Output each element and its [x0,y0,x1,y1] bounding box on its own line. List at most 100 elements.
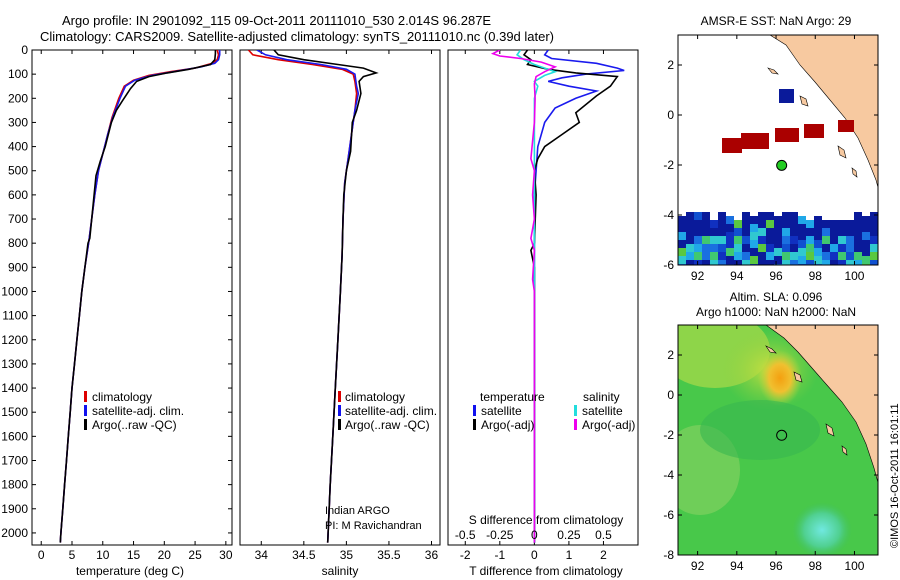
depth-tick-label: 1000 [1,284,28,298]
sst-pixel [702,228,710,236]
sst-pixel [782,212,790,220]
sst-pixel [790,252,798,260]
sst-pixel [702,220,710,228]
sst-pixel [862,224,870,232]
sipura-island [851,167,858,178]
map-lat-label: -6 [663,258,674,272]
sst-pixel [678,256,686,264]
map-lon-label: 100 [844,269,864,283]
map-lon-label: 92 [691,269,705,283]
salinity-xlabel: salinity [322,564,359,578]
x-tick-label: -1 [494,548,505,562]
map-lon-label: 94 [730,559,744,573]
x-tick-label: 25 [188,548,202,562]
sst-pixel [774,232,782,240]
sst-pixel [694,220,702,228]
sst-pixel [814,232,822,240]
sumatra-land [765,325,878,484]
sst-pixel [742,252,750,260]
difference-panel: -2 -1 0 1 2 S difference from climatology -0… [447,49,639,578]
sst-pixel [870,236,878,244]
x-tick-label: 0 [38,548,45,562]
sst-pixel [702,244,710,252]
sst-pixel [814,248,822,256]
sst-pixel [830,220,838,228]
sst-pixel [838,228,846,236]
sst-pixel [758,260,766,265]
sst-pixel [678,248,686,256]
legend-swatch-satellite [338,405,341,416]
map-lon-label: 92 [691,559,705,573]
sst-map: AMSR-E SST: NaN Argo: 29 92 94 96 98 100 -6 -4… [663,14,879,283]
sst-pixel [718,220,726,228]
s-tick-label: 0.25 [557,528,581,542]
sst-pixel [782,220,790,228]
sst-pixel [854,220,862,228]
sst-pixel [806,260,814,265]
legend-title-salinity: salinity [583,390,620,404]
legend-title-temperature: temperature [480,390,545,404]
sst-pixel [854,260,862,265]
sst-pixel [846,236,854,244]
pi-annotation-line1: Indian ARGO [325,505,390,517]
sst-pixel [702,236,710,244]
sst-pixel [798,224,806,232]
sst-pixel [838,220,846,228]
depth-tick-label: 500 [8,164,28,178]
sst-pixel [774,248,782,256]
sst-pixel [766,220,774,228]
series-line-s-argo-adj- [490,50,558,543]
sst-map-axes: 92 94 96 98 100 -6 -4 -2 0 2 [663,35,878,283]
sst-pixel [702,260,710,265]
sst-pixel [710,244,718,252]
sst-pixel [750,224,758,232]
sst-pixel [846,260,854,265]
sst-pixel [750,248,758,256]
sst-pixel [718,212,726,220]
sst-pixel [686,212,694,220]
sst-pixel [694,212,702,220]
temperature-plot-frame [31,49,233,546]
sst-pixel [758,244,766,252]
title-line-2: Climatology: CARS2009. Satellite-adjuste… [40,29,555,44]
map-lon-label: 98 [809,269,823,283]
legend-swatch-satellite [84,405,87,416]
map-lon-label: 98 [809,559,823,573]
sst-pixel [846,244,854,252]
sst-pixel [822,252,830,260]
sst-pixel [775,128,799,142]
x-tick-label: 2 [600,548,607,562]
legend-label-s-argo: Argo(-adj) [582,418,635,432]
sst-pixel [806,228,814,236]
depth-tick-label: 1200 [1,333,28,347]
sst-pixel [782,228,790,236]
sla-anomaly-cyan [792,502,852,555]
x-tick-label: 36 [425,548,439,562]
legend-swatch-t-satellite [473,405,476,416]
sst-pixel [694,244,702,252]
pi-annotation-line2: PI: M Ravichandran [325,520,422,532]
sst-pixel [790,220,798,228]
sst-pixel [718,236,726,244]
sst-pixel [798,248,806,256]
depth-tick-label: 900 [8,260,28,274]
depth-tick-label: 1500 [1,405,28,419]
sst-pixel [710,220,718,228]
sla-anomaly-orange [758,350,802,406]
depth-tick-label: 600 [8,188,28,202]
sipura-island [841,445,848,456]
sst-pixel [758,220,766,228]
map-lat-label: 0 [667,108,674,122]
sst-pixel [870,260,878,265]
sst-pixel [806,252,814,260]
s-tick-label: -0.25 [486,528,514,542]
s-tick-label: 0 [531,528,538,542]
temperature-panel: 0100200300400500600700800900100011001200… [1,43,638,578]
sst-pixel [750,232,758,240]
sst-pixel [718,252,726,260]
s-tick-label: 0.5 [595,528,612,542]
sst-pixel [750,216,758,224]
sst-pixel [766,212,774,220]
sst-pixel [862,216,870,224]
